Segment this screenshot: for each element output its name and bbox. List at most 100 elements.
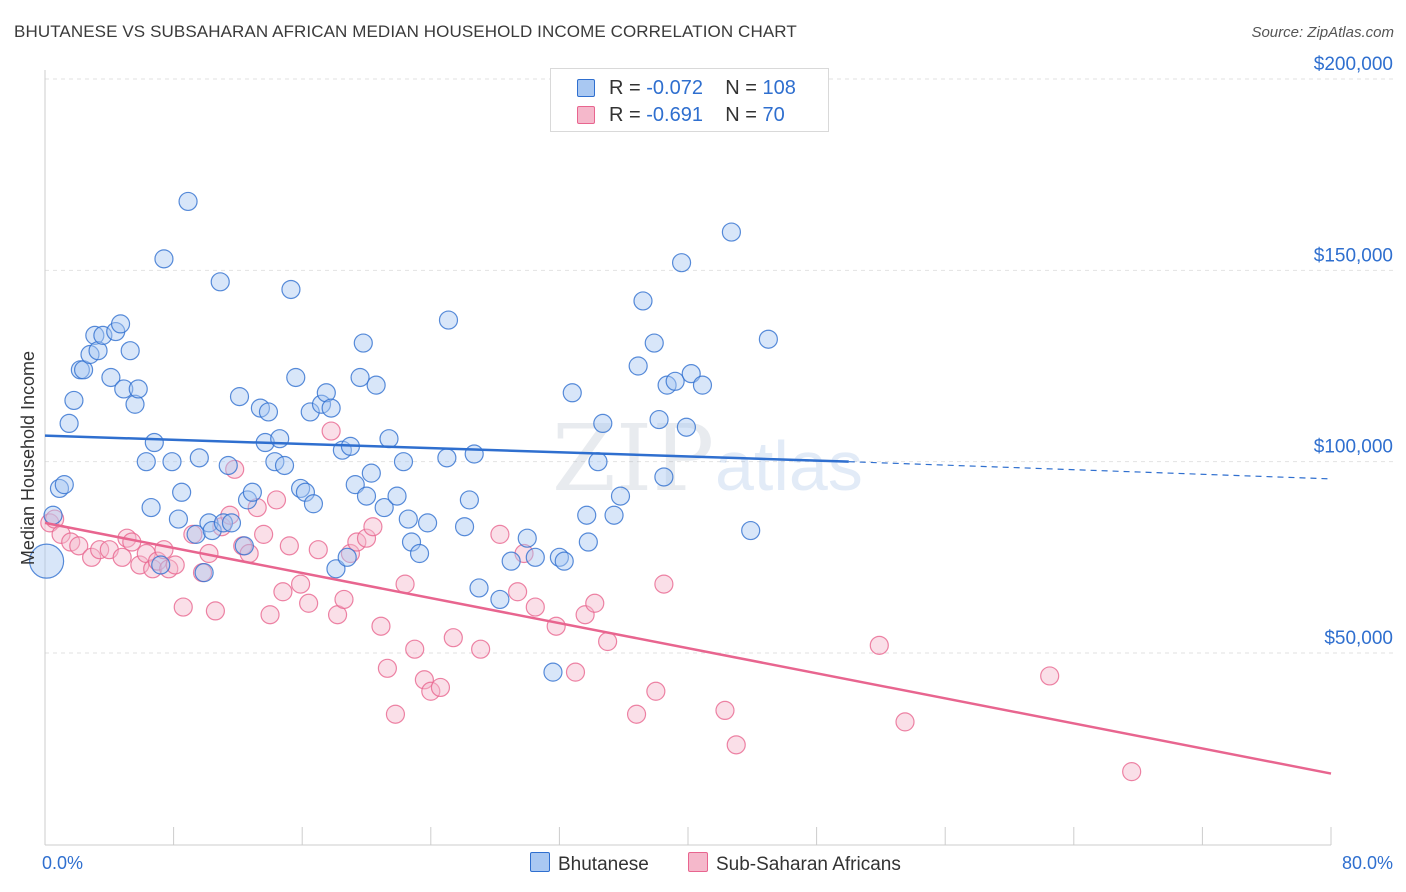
data-point-bhutanese	[229, 387, 250, 407]
data-point-sub-saharan	[290, 574, 311, 594]
data-point-bhutanese	[186, 524, 206, 544]
data-point-bhutanese	[221, 513, 242, 533]
data-point-bhutanese	[593, 413, 613, 433]
data-point-sub-saharan	[321, 421, 341, 441]
data-point-sub-saharan	[405, 639, 425, 659]
y-tick-label: $200,000	[1314, 54, 1393, 75]
data-point-bhutanese	[401, 532, 422, 552]
data-point-bhutanese	[721, 222, 742, 242]
y-tick-label: $50,000	[1324, 628, 1393, 649]
data-point-sub-saharan	[546, 616, 566, 636]
data-point-sub-saharan	[82, 547, 102, 567]
data-point-bhutanese	[202, 520, 222, 541]
watermark-zip: ZIP	[552, 405, 714, 512]
data-point-bhutanese	[454, 517, 475, 537]
data-point-bhutanese	[286, 367, 306, 388]
data-point-bhutanese	[525, 547, 545, 567]
bottom-legend-sub-saharan[interactable]: Sub-Saharan Africans	[688, 852, 901, 876]
data-point-bhutanese	[300, 402, 320, 422]
data-point-sub-saharan	[646, 681, 666, 701]
data-point-bhutanese	[316, 383, 336, 403]
data-point-bhutanese	[162, 452, 182, 472]
data-point-bhutanese	[270, 429, 290, 449]
data-point-sub-saharan	[69, 536, 89, 556]
bottom-legend-bhutanese[interactable]: Bhutanese	[530, 852, 649, 876]
data-point-sub-saharan	[220, 505, 240, 525]
data-point-sub-saharan	[260, 605, 280, 625]
data-point-bhutanese	[281, 279, 301, 300]
data-point-sub-saharan	[471, 639, 491, 659]
legend-swatch-pink	[577, 106, 595, 124]
legend-r-label: R =	[609, 77, 641, 99]
data-point-sub-saharan	[173, 597, 193, 617]
data-point-sub-saharan	[377, 658, 397, 678]
data-point-bhutanese	[633, 291, 653, 311]
data-point-bhutanese	[692, 375, 713, 395]
data-point-sub-saharan	[1122, 762, 1142, 782]
data-point-sub-saharan	[395, 574, 415, 594]
data-point-sub-saharan	[1040, 666, 1060, 686]
data-point-sub-saharan	[726, 735, 746, 755]
data-point-bhutanese	[43, 505, 63, 525]
source-attribution: Source: ZipAtlas.com	[1251, 24, 1394, 41]
data-point-sub-saharan	[421, 681, 441, 701]
data-point-bhutanese	[110, 314, 131, 334]
data-point-sub-saharan	[598, 631, 618, 652]
data-point-bhutanese	[114, 379, 134, 399]
series-bhutanese	[29, 191, 778, 682]
data-point-bhutanese	[85, 325, 105, 345]
data-point-sub-saharan	[347, 532, 367, 552]
data-point-bhutanese	[295, 482, 316, 502]
bottom-legend-label-sub-saharan: Sub-Saharan Africans	[716, 854, 901, 875]
data-point-bhutanese	[168, 509, 189, 529]
data-point-sub-saharan	[715, 700, 735, 721]
data-point-bhutanese	[136, 452, 156, 472]
data-point-bhutanese	[265, 452, 285, 472]
data-point-sub-saharan	[266, 490, 287, 510]
data-point-bhutanese	[213, 513, 234, 533]
data-point-bhutanese	[218, 455, 238, 476]
data-point-sub-saharan	[356, 528, 377, 548]
watermark-atlas: atlas	[715, 427, 863, 505]
data-point-bhutanese	[350, 367, 370, 388]
data-point-bhutanese	[671, 253, 692, 273]
data-point-sub-saharan	[371, 616, 391, 636]
x-tick-label-min: 0.0%	[42, 853, 83, 873]
data-point-bhutanese	[356, 486, 377, 506]
data-point-sub-saharan	[565, 662, 586, 682]
data-point-bhutanese	[741, 520, 761, 541]
data-point-sub-saharan	[869, 635, 889, 655]
data-point-sub-saharan	[247, 497, 267, 518]
data-point-sub-saharan	[363, 517, 383, 537]
trend-line-bhutanese-extrapolated	[848, 461, 1332, 480]
data-point-bhutanese	[438, 310, 459, 330]
series-sub-saharan-africans	[40, 421, 1142, 782]
axes	[44, 70, 1332, 846]
legend-swatch-blue	[577, 79, 595, 97]
legend-r-label: R =	[609, 104, 641, 126]
y-tick-labels: $50,000 $100,000 $150,000 $200,000	[1314, 54, 1393, 649]
data-point-bhutanese	[311, 394, 332, 414]
data-point-bhutanese	[588, 452, 608, 472]
data-point-bhutanese	[64, 390, 84, 411]
data-point-sub-saharan	[205, 601, 225, 621]
data-point-sub-saharan	[525, 597, 545, 617]
data-point-bhutanese	[490, 589, 510, 610]
data-point-bhutanese	[242, 482, 262, 502]
data-point-sub-saharan	[430, 677, 451, 698]
legend-r-value-bhutanese: -0.072	[646, 77, 703, 99]
watermark: ZIP atlas	[552, 405, 863, 512]
data-point-bhutanese	[417, 513, 438, 533]
data-point-bhutanese	[258, 402, 279, 422]
bottom-legend-swatch-blue	[530, 852, 550, 872]
data-point-bhutanese	[54, 475, 74, 495]
data-point-sub-saharan	[90, 540, 110, 560]
data-point-sub-saharan	[299, 593, 319, 613]
data-point-bhutanese	[274, 455, 295, 476]
data-point-bhutanese	[604, 505, 624, 525]
data-point-bhutanese	[337, 547, 357, 567]
data-point-bhutanese	[758, 329, 778, 349]
data-point-bhutanese	[393, 452, 414, 472]
data-point-bhutanese	[374, 497, 394, 518]
